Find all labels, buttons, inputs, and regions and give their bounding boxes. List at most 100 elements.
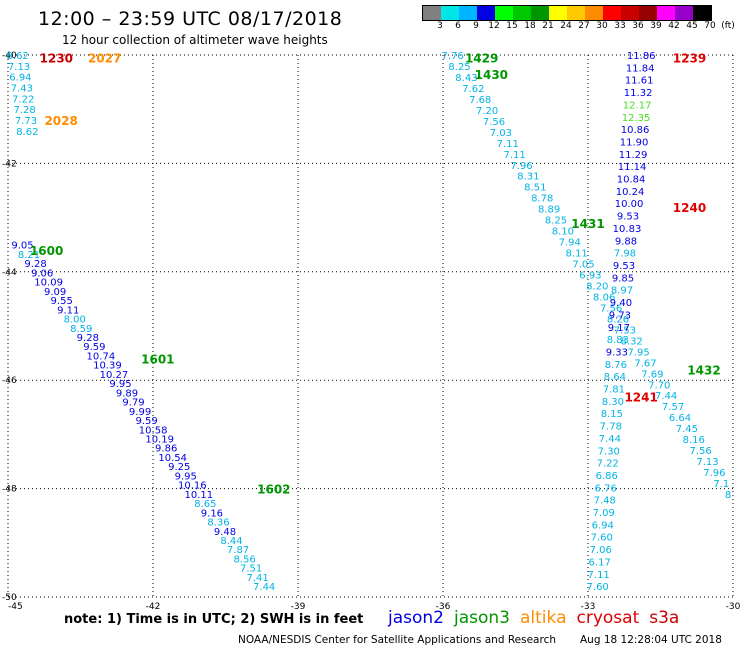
x-tick-label: -36: [436, 602, 451, 612]
color-scale-label: 30: [596, 21, 608, 31]
pass-time-label: 1601: [141, 353, 174, 367]
wave-height-value: 9.53: [613, 261, 635, 272]
wave-height-value: 6.94: [592, 520, 614, 531]
wave-height-value: 8.56: [233, 554, 255, 565]
y-tick-label: -48: [2, 485, 17, 495]
pass-time-label: 1432: [687, 363, 720, 377]
wave-height-value: 11.90: [620, 137, 649, 148]
wave-height-value: 8.62: [7, 51, 29, 62]
wave-height-value: 8.00: [64, 315, 86, 326]
generated-timestamp: Aug 18 12:28:04 UTC 2018: [580, 634, 722, 646]
wave-height-value: 8.15: [601, 409, 623, 420]
wave-height-value: 6.64: [669, 413, 691, 424]
wave-height-value: 8.89: [538, 205, 560, 216]
wave-height-value: 8.76: [605, 360, 627, 371]
wave-height-value: 7.09: [593, 508, 615, 519]
wave-height-value: 7.48: [594, 496, 616, 507]
wave-height-value: 11.61: [625, 76, 654, 87]
wave-height-value: 8.59: [70, 324, 92, 335]
wave-height-value: 7.43: [11, 84, 33, 95]
wave-height-value: 8.32: [621, 336, 643, 347]
pass-time-label: 1600: [30, 244, 63, 258]
x-tick-label: -30: [726, 602, 740, 612]
wave-height-value: 9.06: [31, 268, 53, 279]
wave-height-value: 7.22: [597, 459, 619, 470]
color-swatch: [675, 6, 693, 20]
wave-height-value: 7.06: [590, 545, 612, 556]
wave-height-value: 8.97: [611, 286, 633, 297]
wave-height-value: 7.22: [12, 94, 34, 105]
wave-height-value: 7.44: [253, 582, 275, 593]
wave-height-value: 7.96: [703, 468, 725, 479]
wave-height-value: 9.99: [129, 407, 151, 418]
color-swatch: [585, 6, 603, 20]
wave-height-value: 9.16: [201, 508, 223, 519]
wave-height-value: 8.43: [455, 73, 477, 84]
wave-height-value: 8.26: [607, 314, 629, 325]
wave-height-value: 7.44: [599, 434, 621, 445]
color-swatch: [495, 6, 513, 20]
altimeter-tracks: 9.058.219.289.0610.099.099.559.118.008.5…: [7, 51, 732, 593]
wave-height-value: 9.28: [77, 333, 99, 344]
pass-time-labels: 1230 2027 2028 1600 1601 1602 1429 1430 1431 1432…: [30, 52, 721, 497]
wave-height-value: 8.83: [607, 335, 629, 346]
wave-height-value: 6.86: [596, 471, 618, 482]
wave-height-value: 7.81: [603, 385, 625, 396]
wave-height-value: 7.20: [476, 106, 498, 117]
color-scale-label: 45: [686, 21, 698, 31]
wave-height-value: 7.67: [634, 358, 656, 369]
wave-height-value: 7.1: [713, 479, 729, 490]
wave-height-value: 8.21: [18, 250, 40, 261]
pass-time-label: 1431: [571, 217, 604, 231]
wave-height-value: 7.51: [240, 564, 262, 575]
wave-height-value: 10.83: [613, 224, 642, 235]
wave-height-value: 7.94: [559, 238, 581, 249]
wave-height-value: 9.25: [168, 462, 190, 473]
wave-height-value: 6.93: [579, 271, 601, 282]
wave-height-value: 6.17: [589, 557, 611, 568]
pass-time-label: 2028: [44, 114, 77, 128]
color-swatch: [441, 6, 459, 20]
x-tick-label: -39: [291, 602, 306, 612]
wave-height-value: 7.69: [641, 369, 663, 380]
wave-height-value: 8.51: [524, 183, 546, 194]
wave-height-value: 10.16: [178, 481, 207, 492]
wave-height-value: 8.30: [602, 397, 624, 408]
wave-height-value: 7.56: [689, 446, 711, 457]
legend-altika: altika: [520, 608, 567, 628]
wave-height-value: 7.56: [600, 303, 622, 314]
wave-height-value: 8.62: [16, 127, 38, 138]
pass-time-label: 1429: [465, 52, 498, 66]
wave-height-value: 7.45: [676, 424, 698, 435]
page-subtitle: 12 hour collection of altimeter wave hei…: [62, 33, 328, 47]
wave-height-value: 9.40: [610, 298, 632, 309]
wave-height-value: 12.35: [622, 113, 651, 124]
pass-time-label: 1241: [624, 390, 657, 404]
wave-height-value: 8.36: [207, 518, 229, 529]
wave-height-value: 6.76: [595, 483, 617, 494]
wave-height-value: 9.09: [44, 287, 66, 298]
pass-time-label: 1240: [673, 201, 706, 215]
wave-height-value: 9.95: [175, 471, 197, 482]
wave-height-value: 8.25: [448, 62, 470, 73]
color-scale-label: 12: [488, 21, 500, 31]
wave-height-value: 9.59: [135, 416, 157, 427]
credit-text: NOAA/NESDIS Center for Satellite Applica…: [238, 634, 556, 646]
pass-time-label: 1602: [257, 483, 290, 497]
color-swatch: [567, 6, 585, 20]
pass-time-label: 1430: [475, 68, 508, 82]
wave-height-value: 8.20: [586, 281, 608, 292]
wave-height-value: 7.73: [15, 116, 37, 127]
satellite-legend: jason2 jason3 altika cryosat s3a: [388, 608, 689, 628]
wave-height-value: 7.96: [510, 161, 532, 172]
y-tick-label: -44: [2, 268, 17, 278]
map-axes: -45 -42 -39 -36 -33 -30 -40 -42 -44 -46 -48 -50: [2, 51, 740, 612]
color-scale-label: 3: [437, 21, 443, 31]
wave-height-value: 8.10: [552, 227, 574, 238]
wave-height-value: 11.29: [619, 150, 648, 161]
wave-height-value: 7.03: [490, 128, 512, 139]
wave-height-value: 7.11: [504, 150, 526, 161]
wave-height-value: 9.55: [51, 296, 73, 307]
wave-height-value: 7.41: [247, 573, 269, 584]
